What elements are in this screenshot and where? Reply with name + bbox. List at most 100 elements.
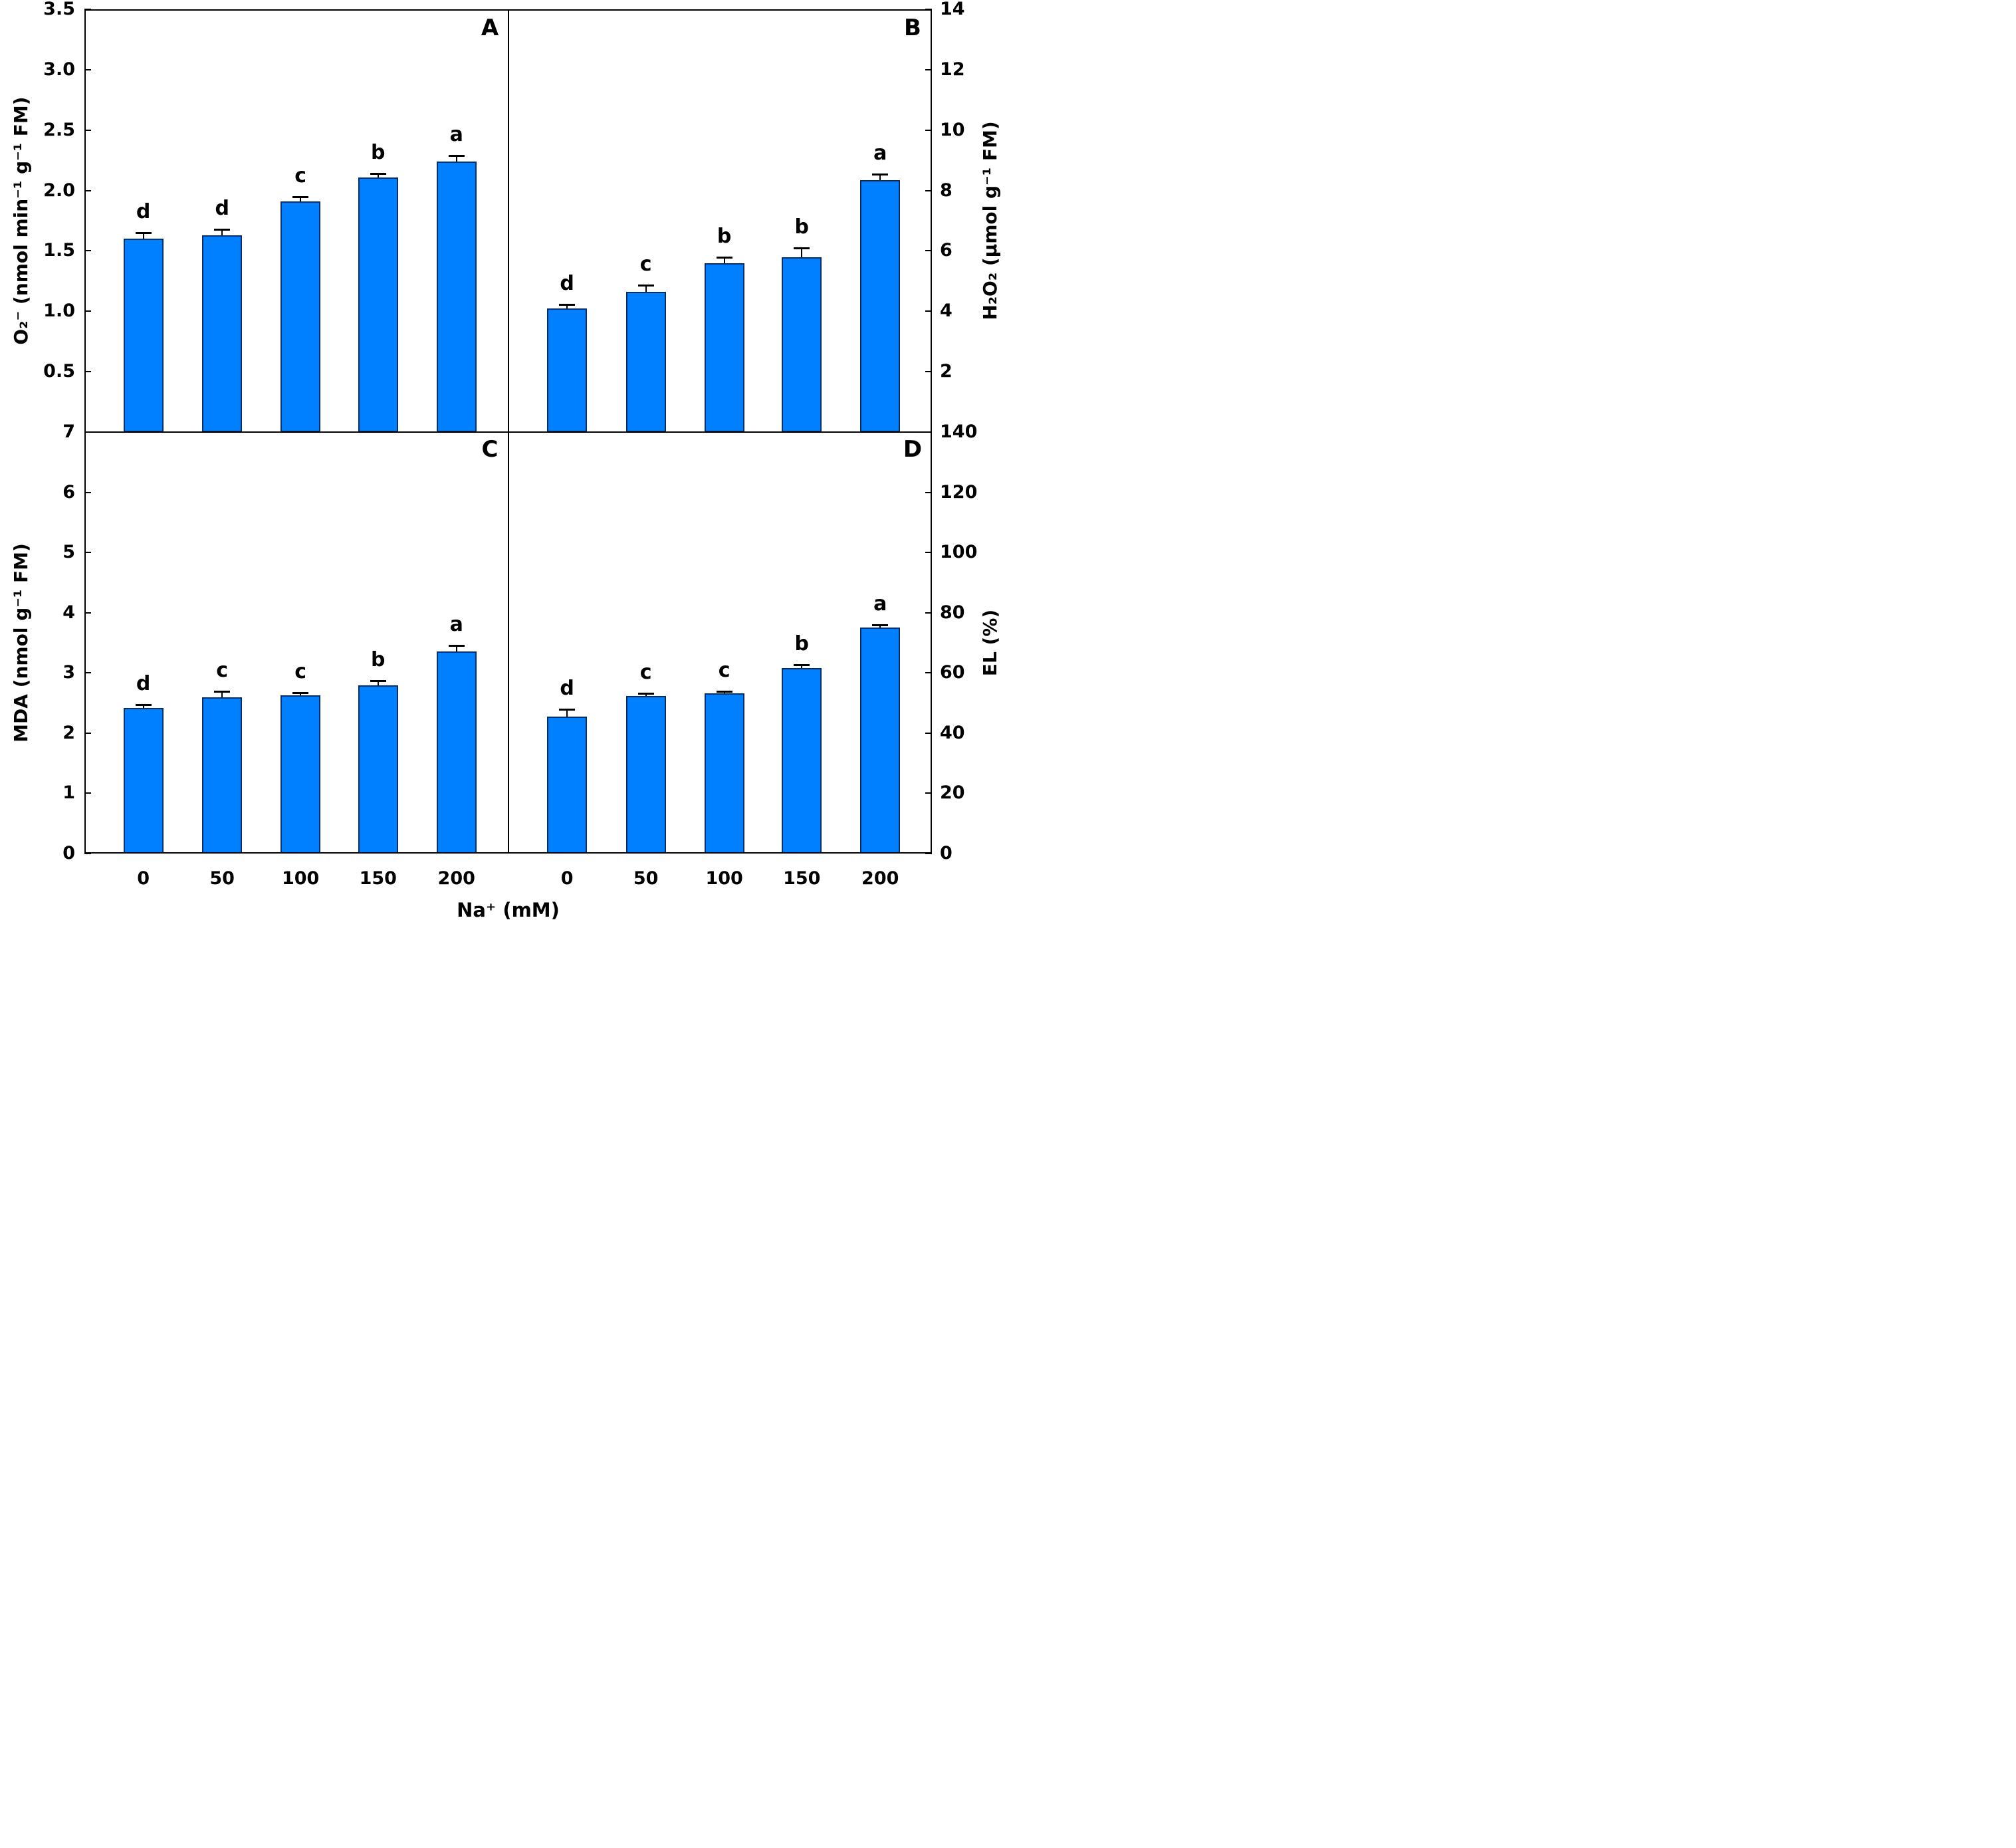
x-axis-title: Na⁺ (mM) <box>457 899 560 921</box>
error-bar-line <box>879 624 881 628</box>
sig-letter: a <box>873 141 887 165</box>
x-tick-label: 100 <box>705 868 743 889</box>
y-tick <box>84 612 91 614</box>
y-tick-label: 20 <box>940 782 965 804</box>
bar <box>547 716 588 854</box>
error-bar-line <box>879 173 881 180</box>
x-tick-label: 50 <box>633 868 659 889</box>
y-tick-label: 12 <box>940 58 965 80</box>
error-bar-cap <box>370 173 386 175</box>
error-bar-line <box>645 693 647 697</box>
bar <box>280 695 321 854</box>
y-tick <box>925 189 932 191</box>
x-tick-label: 0 <box>137 868 150 889</box>
y-tick-label: 3.0 <box>43 58 75 80</box>
error-bar-line <box>142 705 144 708</box>
bar <box>436 651 477 854</box>
error-bar-cap <box>370 680 386 683</box>
y-tick <box>84 552 91 554</box>
sig-letter: b <box>794 632 810 655</box>
sig-letter: b <box>371 648 386 672</box>
error-bar-line <box>142 233 144 239</box>
y-tick-label: 1.0 <box>43 300 75 322</box>
bar <box>358 177 398 432</box>
x-tick-label: 150 <box>783 868 821 889</box>
error-bar-line <box>377 681 379 686</box>
y-tick <box>925 310 932 312</box>
y-tick-label: 0 <box>62 843 75 864</box>
sig-letter: d <box>136 200 151 224</box>
y-axis-title: O₂⁻ (nmol min⁻¹ g⁻¹ FM) <box>10 96 32 345</box>
error-bar-cap <box>135 704 152 707</box>
x-tick-label: 200 <box>861 868 899 889</box>
sig-letter: c <box>216 659 229 683</box>
error-bar-cap <box>292 692 309 695</box>
y-tick-label: 0 <box>940 843 952 864</box>
y-tick <box>84 732 91 734</box>
y-tick <box>925 491 932 493</box>
y-tick-label: 60 <box>940 662 965 683</box>
y-tick-label: 6 <box>940 240 952 261</box>
sig-letter: d <box>215 196 229 220</box>
y-axis-title: H₂O₂ (µmol g⁻¹ FM) <box>979 121 1001 320</box>
error-bar-line <box>377 173 379 177</box>
y-tick <box>84 491 91 493</box>
y-tick <box>84 9 91 10</box>
y-tick-label: 7 <box>62 421 75 442</box>
error-bar-line <box>801 664 803 669</box>
error-bar-cap <box>716 691 732 693</box>
bar <box>280 201 321 432</box>
bar <box>202 235 243 432</box>
panel-corner-letter: D <box>903 436 923 463</box>
panel-corner-letter: A <box>481 15 499 41</box>
error-bar-line <box>455 155 457 162</box>
y-tick-label: 1.5 <box>43 240 75 261</box>
y-tick-label: 14 <box>940 0 965 19</box>
y-tick-label: 100 <box>940 542 978 563</box>
error-bar-cap <box>559 708 576 711</box>
error-bar-line <box>801 247 803 257</box>
x-tick-label: 150 <box>359 868 397 889</box>
y-tick-label: 80 <box>940 602 965 623</box>
error-bar-line <box>300 196 302 201</box>
y-tick-label: 4 <box>940 300 952 322</box>
bar <box>625 696 666 854</box>
sig-letter: c <box>718 659 730 683</box>
bar <box>123 239 164 432</box>
y-tick <box>84 672 91 674</box>
sig-letter: b <box>794 215 810 239</box>
y-tick-label: 6 <box>62 481 75 503</box>
y-tick <box>925 672 932 674</box>
y-tick <box>84 310 91 312</box>
sig-letter: d <box>560 676 574 700</box>
bar <box>860 179 901 432</box>
y-tick-label: 2 <box>62 722 75 743</box>
error-bar-line <box>221 691 223 697</box>
y-tick <box>925 129 932 131</box>
sig-letter: b <box>717 224 732 248</box>
x-tick-label: 100 <box>281 868 320 889</box>
sig-letter: c <box>639 252 652 276</box>
y-tick <box>84 250 91 252</box>
error-bar-line <box>455 645 457 651</box>
sig-letter: a <box>449 122 463 146</box>
y-tick <box>84 853 91 854</box>
error-bar-cap <box>637 284 654 287</box>
bar <box>358 685 398 854</box>
bar <box>202 697 243 854</box>
error-bar-cap <box>135 232 152 235</box>
y-tick-label: 120 <box>940 481 978 503</box>
four-panel-bar-figure: Na⁺ (mM) d d c b a 0.5 1.0 1.5 2.0 2.5 3.0 3.5 O₂⁻ (… <box>0 0 1008 924</box>
y-tick-label: 40 <box>940 722 965 743</box>
sig-letter: b <box>371 141 386 165</box>
bar <box>547 308 588 432</box>
error-bar-line <box>723 257 725 263</box>
y-tick <box>925 9 932 10</box>
error-bar-cap <box>794 663 810 666</box>
sig-letter: d <box>136 672 151 696</box>
y-tick-label: 8 <box>940 179 952 201</box>
error-bar-cap <box>448 154 465 157</box>
error-bar-cap <box>716 256 732 259</box>
bar <box>704 263 744 432</box>
sig-letter: a <box>873 592 887 616</box>
